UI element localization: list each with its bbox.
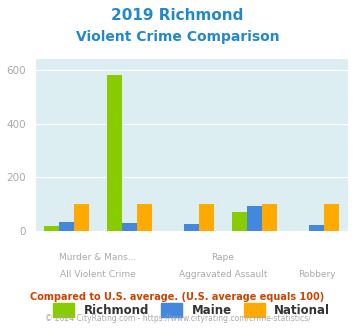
Text: Violent Crime Comparison: Violent Crime Comparison [76, 30, 279, 44]
Bar [184, 224, 199, 231]
Text: © 2024 CityRating.com - https://www.cityrating.com/crime-statistics/: © 2024 CityRating.com - https://www.city… [45, 314, 310, 323]
Bar [199, 204, 214, 231]
Text: Rape: Rape [212, 253, 234, 262]
Legend: Richmond, Maine, National: Richmond, Maine, National [48, 299, 335, 322]
Bar [137, 204, 152, 231]
Bar [122, 223, 137, 231]
Bar [262, 204, 277, 231]
Bar [44, 226, 59, 231]
Text: Compared to U.S. average. (U.S. average equals 100): Compared to U.S. average. (U.S. average … [31, 292, 324, 302]
Bar [232, 212, 247, 231]
Text: All Violent Crime: All Violent Crime [60, 271, 136, 280]
Bar [247, 206, 262, 231]
Bar [74, 204, 89, 231]
Text: 2019 Richmond: 2019 Richmond [111, 8, 244, 23]
Bar [324, 204, 339, 231]
Bar [59, 222, 74, 231]
Bar [309, 225, 324, 231]
Text: Robbery: Robbery [298, 271, 335, 280]
Text: Aggravated Assault: Aggravated Assault [179, 271, 267, 280]
Text: Murder & Mans...: Murder & Mans... [59, 253, 137, 262]
Bar [107, 76, 122, 231]
